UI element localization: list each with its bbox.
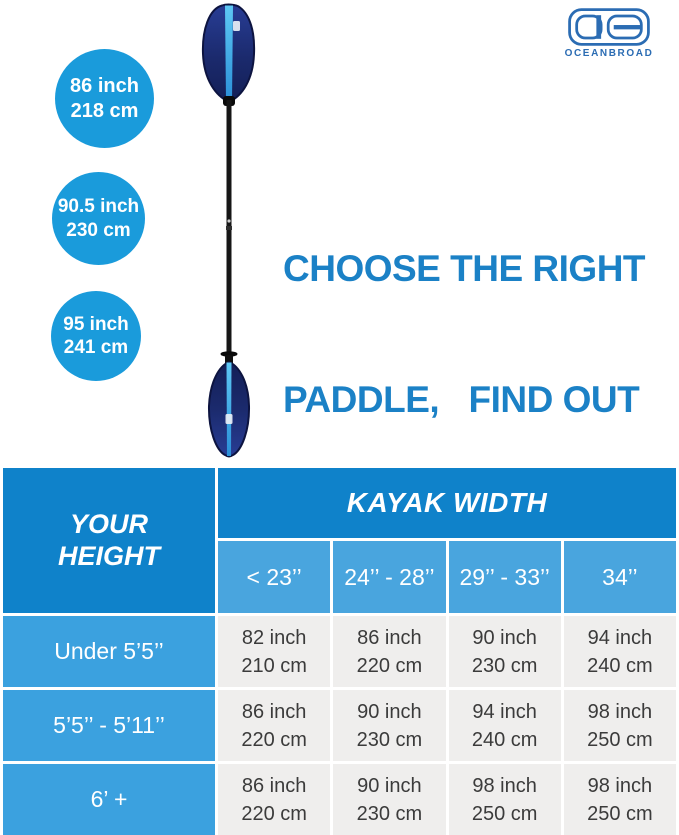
table-row-axis-your-height: YOUR HEIGHT xyxy=(3,468,215,613)
cell-inch: 86 inch xyxy=(357,626,422,649)
badge-cm: 230 cm xyxy=(66,219,131,241)
cell-cm: 240 cm xyxy=(471,728,538,751)
cell-inch: 82 inch xyxy=(241,626,307,649)
cell-cm: 210 cm xyxy=(241,654,307,677)
table-cell: 82 inch 210 cm xyxy=(218,616,331,687)
cell-cm: 240 cm xyxy=(587,654,653,677)
cell-inch: 98 inch xyxy=(472,774,537,797)
table-cell: 94 inch 240 cm xyxy=(563,616,676,687)
size-badge-95inch: 95 inch 241 cm xyxy=(51,291,141,381)
table-cell: 90 inch 230 cm xyxy=(333,690,446,761)
cell-inch: 98 inch xyxy=(587,700,653,723)
cell-cm: 230 cm xyxy=(356,728,423,751)
paddle-top-blade xyxy=(201,3,256,104)
cell-inch: 98 inch xyxy=(587,774,653,797)
cell-inch: 86 inch xyxy=(241,774,307,797)
cell-inch: 94 inch xyxy=(472,700,537,723)
cell-inch: 94 inch xyxy=(587,626,653,649)
table-cell: 86 inch 220 cm xyxy=(218,690,331,761)
brand-name: OCEANBROAD xyxy=(564,48,654,59)
kayak-paddle-illustration xyxy=(201,3,256,458)
cell-inch: 90 inch xyxy=(357,774,422,797)
col-header-under-23: < 23’’ xyxy=(218,541,331,613)
table-cell: 98 inch 250 cm xyxy=(563,690,676,761)
size-fit-table: YOUR HEIGHT KAYAK WIDTH < 23’’ 24’’ - 28… xyxy=(3,468,676,835)
cell-cm: 220 cm xyxy=(241,728,307,751)
cell-cm: 250 cm xyxy=(587,728,653,751)
cell-inch: 90 inch xyxy=(357,700,422,723)
size-badge-90-5inch: 90.5 inch 230 cm xyxy=(52,172,145,265)
col-header-29-33: 29’’ - 33’’ xyxy=(448,541,561,613)
badge-cm: 241 cm xyxy=(63,337,129,358)
row-label-5-5-to-5-11: 5’5’’ - 5’11’’ xyxy=(3,690,215,761)
badge-inch: 90.5 inch xyxy=(57,196,140,218)
table-cell: 98 inch 250 cm xyxy=(563,764,676,835)
col-header-34: 34’’ xyxy=(563,541,676,613)
cell-cm: 250 cm xyxy=(471,802,538,825)
table-cell: 90 inch 230 cm xyxy=(448,616,561,687)
oceanbroad-logo-icon xyxy=(568,8,650,46)
badge-inch: 86 inch xyxy=(70,75,139,98)
cell-cm: 230 cm xyxy=(471,654,538,677)
cell-inch: 86 inch xyxy=(241,700,307,723)
row-axis-line1: YOUR xyxy=(69,508,148,539)
cell-cm: 230 cm xyxy=(356,802,423,825)
headline-line1: CHOOSE THE RIGHT xyxy=(283,248,646,290)
row-label-6-plus: 6’ + xyxy=(3,764,215,835)
paddle-shaft xyxy=(220,96,238,366)
headline-line2: PADDLE, FIND OUT xyxy=(283,379,640,421)
size-badge-86inch: 86 inch 218 cm xyxy=(55,49,154,148)
table-col-axis-kayak-width: KAYAK WIDTH xyxy=(218,468,676,538)
col-header-24-28: 24’’ - 28’’ xyxy=(333,541,446,613)
cell-inch: 90 inch xyxy=(472,626,537,649)
table-cell: 94 inch 240 cm xyxy=(448,690,561,761)
badge-cm: 218 cm xyxy=(70,99,139,122)
row-axis-line2: HEIGHT xyxy=(57,540,160,571)
cell-cm: 250 cm xyxy=(587,802,653,825)
cell-cm: 220 cm xyxy=(241,802,307,825)
row-label-under-5-5: Under 5’5’’ xyxy=(3,616,215,687)
brand-logo: OCEANBROAD xyxy=(563,8,655,59)
badge-inch: 95 inch xyxy=(63,313,129,335)
table-cell: 90 inch 230 cm xyxy=(333,764,446,835)
cell-cm: 220 cm xyxy=(356,654,423,677)
paddle-bottom-blade xyxy=(207,360,251,458)
table-cell: 86 inch 220 cm xyxy=(333,616,446,687)
table-cell: 86 inch 220 cm xyxy=(218,764,331,835)
table-cell: 98 inch 250 cm xyxy=(448,764,561,835)
